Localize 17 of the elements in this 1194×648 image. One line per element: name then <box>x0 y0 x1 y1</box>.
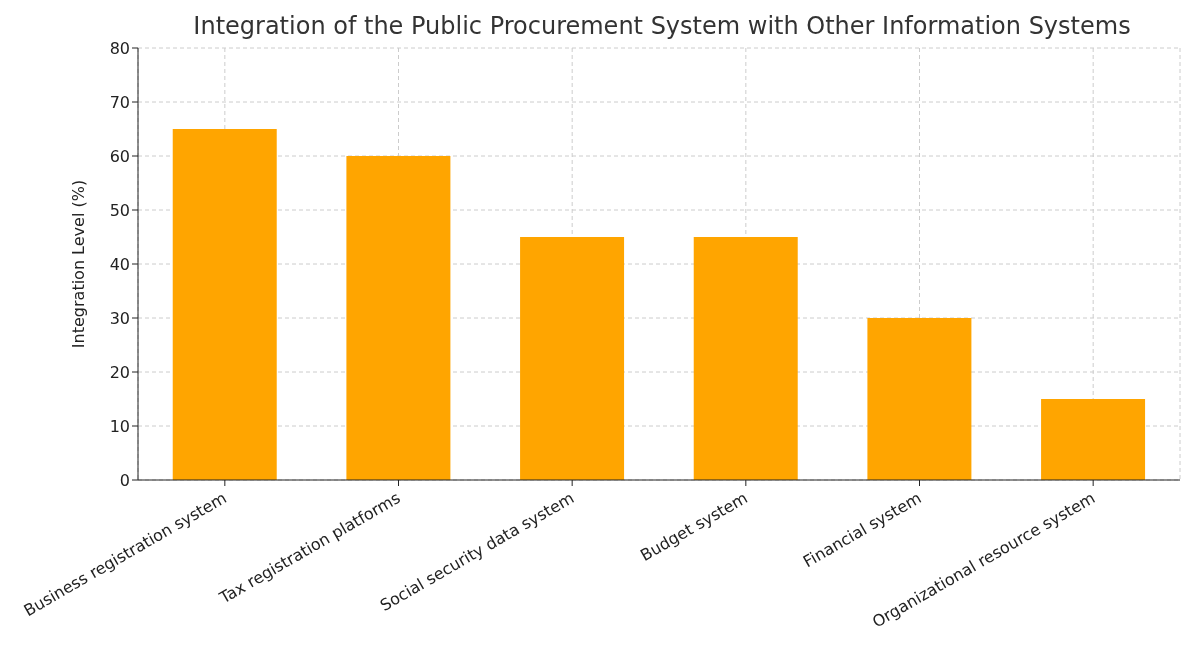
bar <box>346 156 451 480</box>
y-tick-label: 50 <box>109 200 130 220</box>
y-tick-label: 80 <box>109 38 130 58</box>
y-tick-label: 10 <box>109 416 130 436</box>
y-tick-label: 0 <box>119 470 130 490</box>
bar <box>172 129 277 480</box>
chart-title: Integration of the Public Procurement System with Other Information Systems <box>193 12 1131 40</box>
bar <box>693 237 798 480</box>
y-tick-label: 30 <box>109 308 130 328</box>
y-tick-label: 40 <box>109 254 130 274</box>
y-tick-label: 20 <box>109 362 130 382</box>
y-axis-title: Integration Level (%) <box>68 179 88 349</box>
y-tick-label: 60 <box>109 146 130 166</box>
y-tick-label: 70 <box>109 92 130 112</box>
bar <box>1041 399 1146 480</box>
bar <box>867 318 972 480</box>
bar <box>520 237 625 480</box>
